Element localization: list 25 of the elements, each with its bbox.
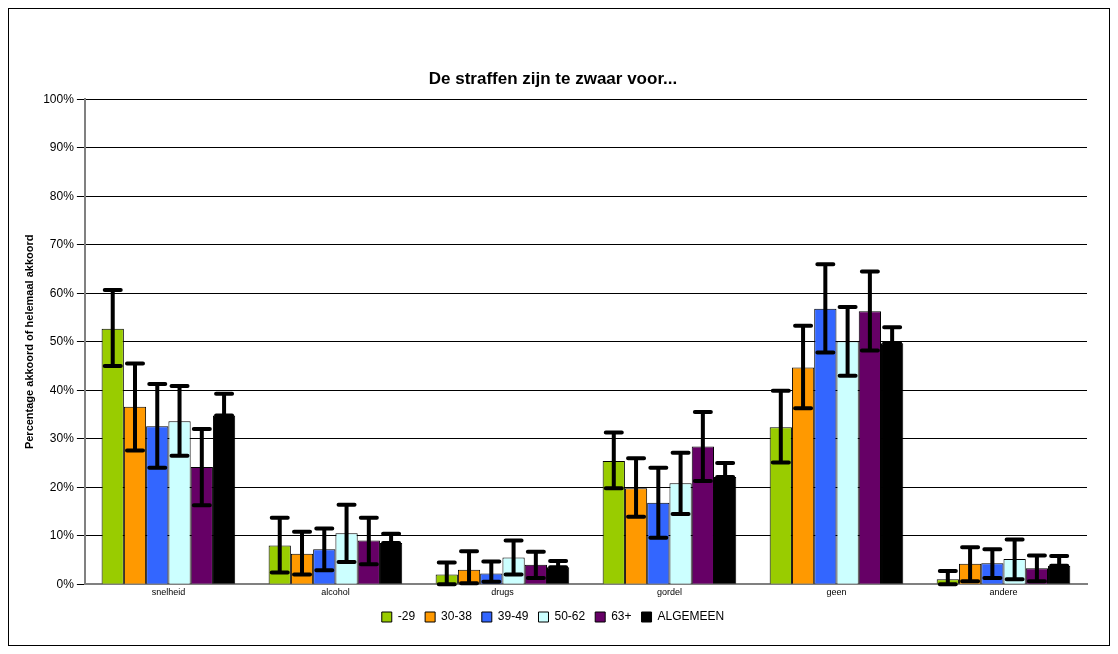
x-tick-label: drugs: [491, 587, 515, 598]
y-tick-label: 10%: [49, 528, 75, 543]
y-axis-title: Percentage akkoord of helemaal akkoord: [22, 234, 35, 450]
y-tick-label: 40%: [49, 382, 75, 397]
y-tick-label: 30%: [49, 431, 75, 446]
y-tick-label: 70%: [49, 237, 75, 252]
x-tick-label: geen: [826, 587, 847, 598]
y-tick-label: 0%: [56, 576, 75, 591]
y-tick-label: 50%: [49, 334, 75, 349]
x-tick-label: andere: [989, 587, 1018, 598]
y-tick-label: 60%: [49, 285, 75, 300]
legend-label: 30-38: [441, 609, 473, 624]
legend-label: -29: [397, 609, 416, 624]
chart-title: De straffen zijn te zwaar voor...: [428, 68, 678, 88]
y-tick-label: 90%: [49, 140, 75, 155]
legend-label: ALGEMEEN: [657, 609, 725, 624]
x-tick-label: alcohol: [321, 587, 350, 598]
legend-label: 50-62: [554, 609, 586, 624]
x-tick-label: gordel: [656, 587, 682, 598]
legend-label: 39-49: [497, 609, 529, 624]
y-tick-label: 100%: [43, 91, 75, 106]
legend-label: 63+: [611, 609, 632, 624]
x-tick-label: snelheid: [151, 587, 186, 598]
y-tick-label: 80%: [49, 188, 75, 203]
y-tick-label: 20%: [49, 479, 75, 494]
